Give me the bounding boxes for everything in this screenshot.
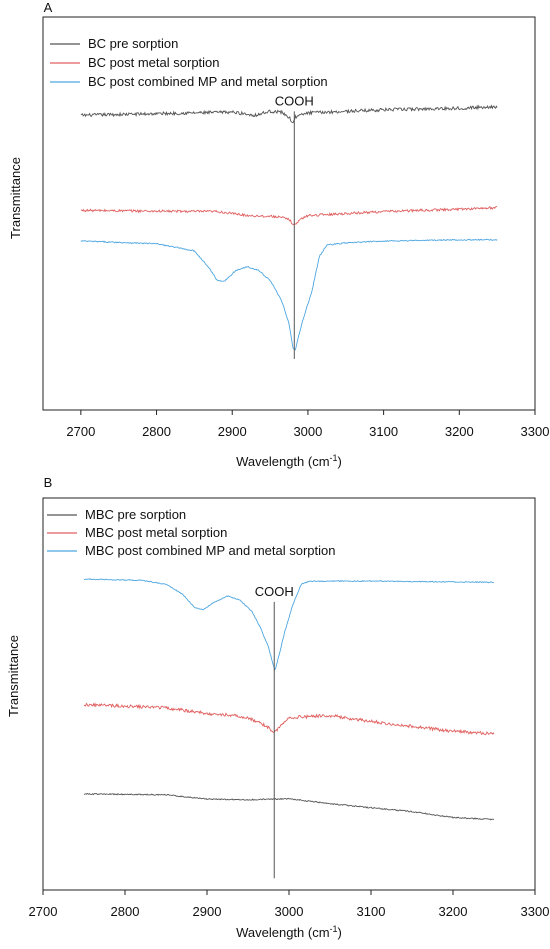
- x-tick-label: 2700: [66, 424, 95, 439]
- y-axis-label: Transmittance: [8, 157, 23, 239]
- series-line-1: [83, 792, 495, 821]
- x-tick-label: 3300: [521, 904, 550, 919]
- x-tick-label: 3000: [275, 904, 304, 919]
- cooh-annotation: COOH: [275, 93, 314, 108]
- legend-entry: MBC post combined MP and metal sorption: [85, 543, 336, 558]
- panel-letter: B: [44, 475, 53, 490]
- x-tick-label: 2700: [29, 904, 58, 919]
- x-axis-label: Wavelength (cm-1): [236, 453, 342, 469]
- cooh-annotation: COOH: [255, 584, 294, 599]
- legend-entry: BC post combined MP and metal sorption: [88, 74, 328, 89]
- series-line-3: [80, 238, 498, 351]
- series-line-2: [80, 206, 498, 226]
- x-tick-label: 2900: [193, 904, 222, 919]
- plot-frame: [42, 16, 536, 411]
- panel-letter: A: [44, 0, 53, 15]
- y-axis-label: Transmittance: [6, 635, 21, 717]
- x-tick-label: 3200: [439, 904, 468, 919]
- legend-entry: BC pre sorption: [88, 36, 178, 51]
- x-axis-label-end: ): [338, 925, 342, 940]
- panel-b: B 2700 2800 2900 3000 3100 3200 3300 Wavelength …: [6, 475, 549, 940]
- legend-entry: MBC post metal sorption: [85, 525, 227, 540]
- legend-entry: MBC pre sorption: [85, 507, 186, 522]
- x-tick-label: 2800: [111, 904, 140, 919]
- x-tick-label: 2800: [142, 424, 171, 439]
- x-axis-label-superscript: -1: [330, 453, 338, 463]
- x-tick-label: 2900: [218, 424, 247, 439]
- series-line-2: [83, 702, 495, 736]
- x-axis-label-superscript: -1: [330, 924, 338, 934]
- x-axis-label-main: Wavelength (cm: [236, 925, 329, 940]
- x-tick-label: 3200: [445, 424, 474, 439]
- panel-a: A 2700 2800 2900 3000 3100 3200 3300 Wavelength …: [8, 0, 549, 469]
- x-axis-label: Wavelength (cm-1): [236, 924, 342, 940]
- x-axis-label-end: ): [338, 454, 342, 469]
- x-tick-label: 3100: [357, 904, 386, 919]
- x-tick-label: 3100: [369, 424, 398, 439]
- series-line-1: [80, 104, 498, 124]
- x-tick-label: 3000: [293, 424, 322, 439]
- x-tick-label: 3300: [521, 424, 550, 439]
- series-line-3: [83, 578, 495, 671]
- x-axis-label-main: Wavelength (cm: [236, 454, 329, 469]
- legend-entry: BC post metal sorption: [88, 55, 220, 70]
